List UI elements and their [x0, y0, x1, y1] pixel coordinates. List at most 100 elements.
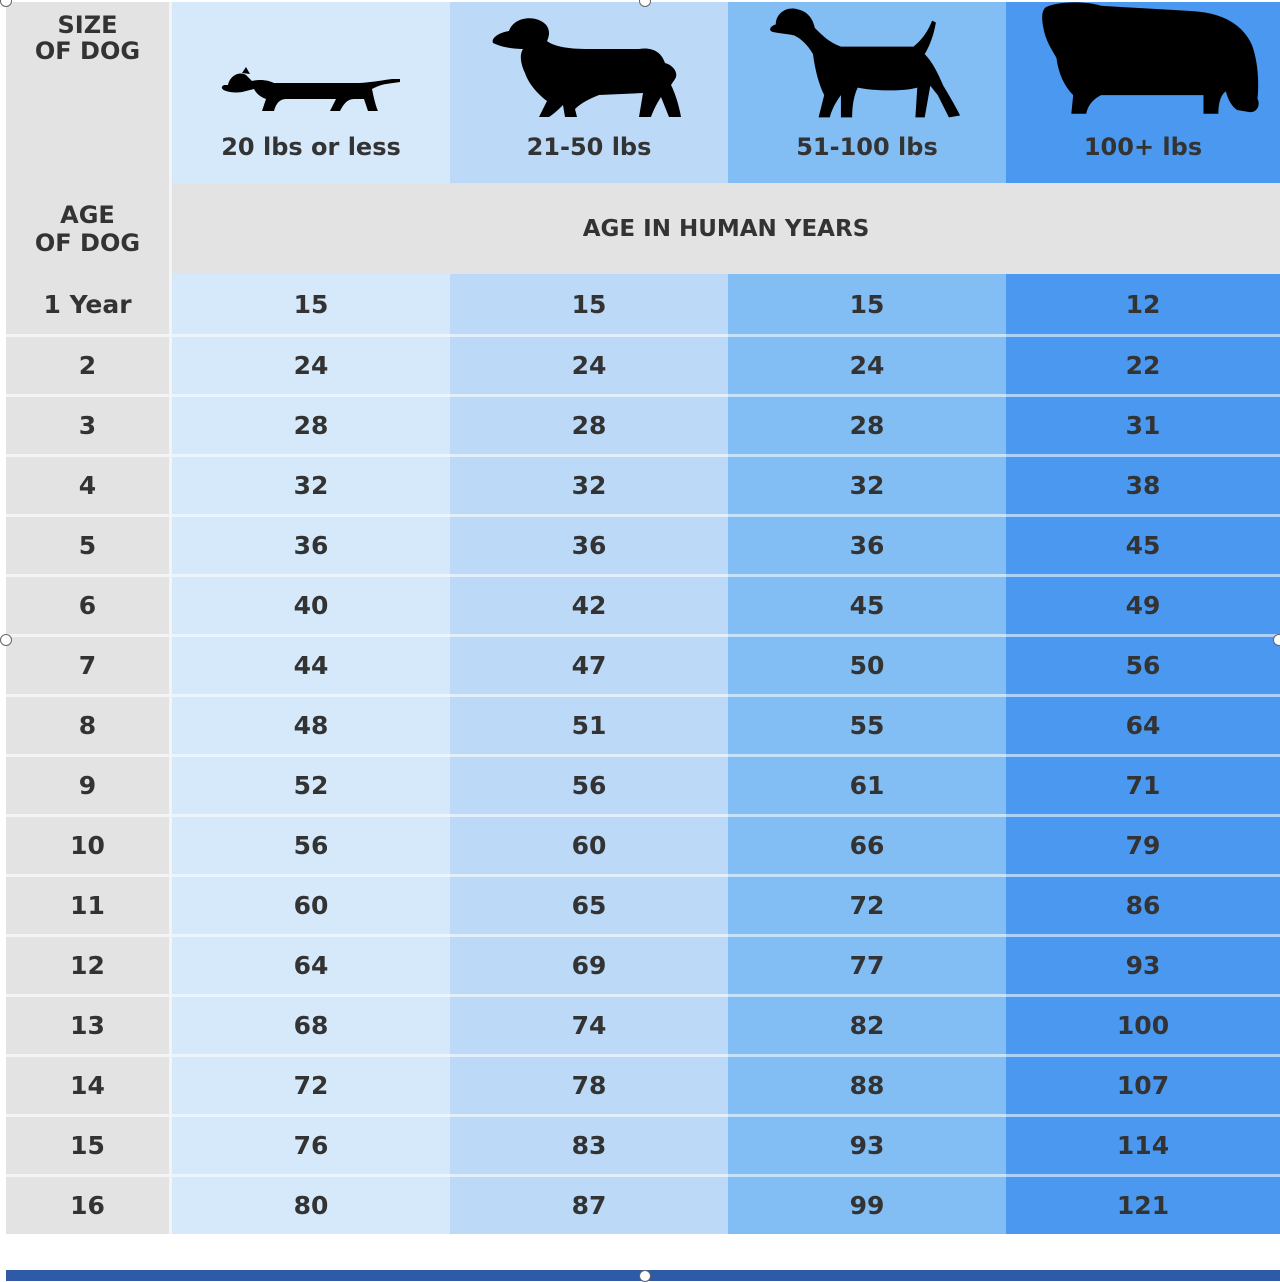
- human-age-cell: 61: [728, 754, 1006, 814]
- age-row-label: 7: [6, 634, 172, 694]
- human-age-cell: 71: [1006, 754, 1280, 814]
- age-label-line2: OF DOG: [34, 228, 141, 257]
- human-age-cell: 36: [172, 514, 450, 574]
- human-age-cell: 56: [1006, 634, 1280, 694]
- human-age-cell: 79: [1006, 814, 1280, 874]
- human-age-cell: 52: [172, 754, 450, 814]
- human-age-cell: 93: [728, 1114, 1006, 1174]
- human-age-cell: 22: [1006, 334, 1280, 394]
- resize-handle[interactable]: [639, 1270, 651, 1282]
- newfoundland-icon: [1042, 2, 1259, 114]
- human-age-cell: 36: [450, 514, 728, 574]
- size-label-line2: OF DOG: [34, 37, 141, 65]
- human-age-cell: 38: [1006, 454, 1280, 514]
- human-age-cell: 64: [1006, 694, 1280, 754]
- human-age-cell: 15: [728, 274, 1006, 334]
- human-age-cell: 15: [172, 274, 450, 334]
- spaniel-icon: [492, 18, 681, 118]
- human-age-cell: 49: [1006, 574, 1280, 634]
- human-age-cell: 66: [728, 814, 1006, 874]
- human-age-cell: 32: [172, 454, 450, 514]
- size-label-51-100: 51-100 lbs: [796, 133, 938, 161]
- size-column-header: 21-50 lbs: [450, 2, 728, 183]
- human-age-cell: 12: [1006, 274, 1280, 334]
- dog-age-table: SIZE OF DOG 20 lbs or less 21-50 lbs 51-…: [6, 2, 1280, 1270]
- age-of-dog-label: AGE OF DOG: [6, 183, 172, 274]
- human-age-cell: 32: [728, 454, 1006, 514]
- age-row-label: 13: [6, 994, 172, 1054]
- age-row-label: 11: [6, 874, 172, 934]
- human-age-cell: 55: [728, 694, 1006, 754]
- human-age-cell: 51: [450, 694, 728, 754]
- human-age-cell: 50: [728, 634, 1006, 694]
- age-row-label: 8: [6, 694, 172, 754]
- human-age-cell: 24: [728, 334, 1006, 394]
- human-age-cell: 74: [450, 994, 728, 1054]
- size-label-20-or-less: 20 lbs or less: [221, 133, 401, 161]
- size-label-100-plus: 100+ lbs: [1083, 133, 1203, 161]
- age-row-label: 14: [6, 1054, 172, 1114]
- human-age-cell: 28: [728, 394, 1006, 454]
- human-age-cell: 40: [172, 574, 450, 634]
- human-age-cell: 31: [1006, 394, 1280, 454]
- human-age-cell: 45: [1006, 514, 1280, 574]
- dachshund-icon: [221, 67, 400, 111]
- human-age-cell: 77: [728, 934, 1006, 994]
- human-age-cell: 47: [450, 634, 728, 694]
- human-age-cell: 72: [728, 874, 1006, 934]
- human-age-cell: 56: [172, 814, 450, 874]
- human-age-cell: 114: [1006, 1114, 1280, 1174]
- human-age-cell: 82: [728, 994, 1006, 1054]
- age-row-label: 12: [6, 934, 172, 994]
- human-age-cell: 64: [172, 934, 450, 994]
- human-years-header: AGE IN HUMAN YEARS: [172, 183, 1280, 274]
- human-age-cell: 65: [450, 874, 728, 934]
- human-age-cell: 24: [450, 334, 728, 394]
- human-age-cell: 45: [728, 574, 1006, 634]
- age-row-label: 15: [6, 1114, 172, 1174]
- human-age-cell: 36: [728, 514, 1006, 574]
- human-age-cell: 72: [172, 1054, 450, 1114]
- human-age-cell: 100: [1006, 994, 1280, 1054]
- human-age-cell: 68: [172, 994, 450, 1054]
- human-age-cell: 80: [172, 1174, 450, 1234]
- human-age-cell: 93: [1006, 934, 1280, 994]
- age-row-label: 5: [6, 514, 172, 574]
- human-age-cell: 87: [450, 1174, 728, 1234]
- age-row-label: 6: [6, 574, 172, 634]
- age-row-label: 9: [6, 754, 172, 814]
- size-column-header: 20 lbs or less: [172, 2, 450, 183]
- human-age-cell: 86: [1006, 874, 1280, 934]
- human-age-cell: 78: [450, 1054, 728, 1114]
- age-row-label: 16: [6, 1174, 172, 1234]
- human-age-cell: 121: [1006, 1174, 1280, 1234]
- human-age-cell: 24: [172, 334, 450, 394]
- human-age-cell: 28: [450, 394, 728, 454]
- age-row-label: 3: [6, 394, 172, 454]
- human-age-cell: 44: [172, 634, 450, 694]
- human-age-cell: 83: [450, 1114, 728, 1174]
- size-label-line1: SIZE: [57, 11, 118, 39]
- human-age-cell: 42: [450, 574, 728, 634]
- pointer-icon: [770, 8, 961, 118]
- human-age-cell: 28: [172, 394, 450, 454]
- size-label-21-50: 21-50 lbs: [526, 133, 652, 161]
- human-age-cell: 69: [450, 934, 728, 994]
- human-age-cell: 56: [450, 754, 728, 814]
- human-age-cell: 99: [728, 1174, 1006, 1234]
- size-column-header: 100+ lbs: [1006, 2, 1280, 183]
- age-row-label: 10: [6, 814, 172, 874]
- human-age-cell: 60: [172, 874, 450, 934]
- age-row-label: 2: [6, 334, 172, 394]
- human-age-cell: 107: [1006, 1054, 1280, 1114]
- human-age-cell: 48: [172, 694, 450, 754]
- human-age-cell: 88: [728, 1054, 1006, 1114]
- human-age-cell: 60: [450, 814, 728, 874]
- resize-handle[interactable]: [0, 634, 12, 646]
- human-age-cell: 32: [450, 454, 728, 514]
- age-row-label: 4: [6, 454, 172, 514]
- human-age-cell: 76: [172, 1114, 450, 1174]
- size-of-dog-label: SIZE OF DOG: [6, 2, 172, 183]
- resize-handle[interactable]: [1273, 634, 1280, 646]
- size-column-header: 51-100 lbs: [728, 2, 1006, 183]
